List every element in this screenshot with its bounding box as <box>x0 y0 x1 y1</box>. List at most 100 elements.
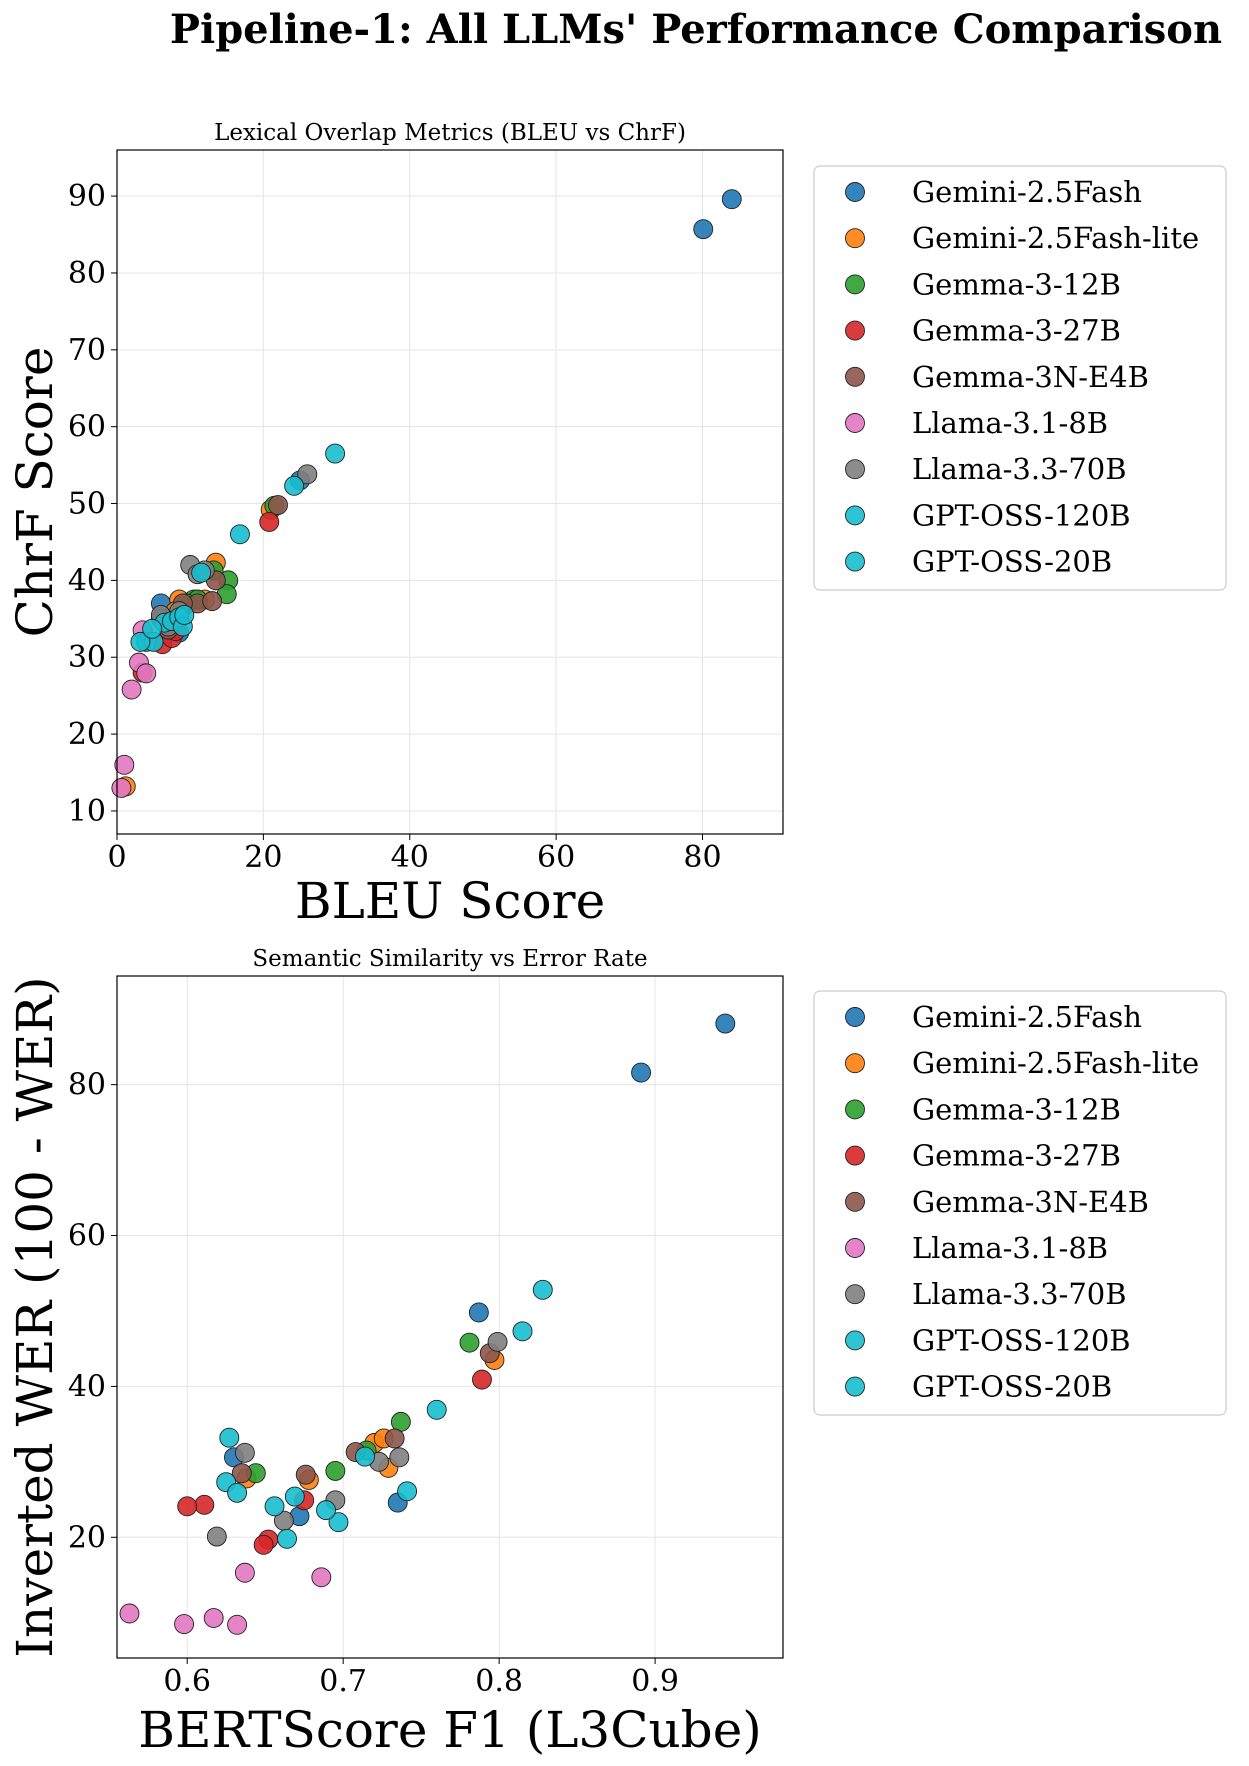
y-tick-label: 70 <box>68 333 106 368</box>
data-point <box>136 663 157 684</box>
data-point <box>277 1528 297 1549</box>
data-point <box>311 1567 332 1588</box>
y-tick-label: 20 <box>68 1520 106 1555</box>
y-tick-label: 80 <box>68 1068 106 1103</box>
legend-marker <box>845 1053 865 1074</box>
y-tick-label: 90 <box>68 179 106 214</box>
legend-label: Llama-3.1-8B <box>912 406 1108 440</box>
x-tick-label: 0.7 <box>319 1664 367 1699</box>
data-point <box>206 1526 227 1547</box>
y-tick-label: 50 <box>68 487 106 522</box>
data-point <box>119 1603 140 1624</box>
x-tick-label: 80 <box>683 840 721 875</box>
legend-marker <box>845 1238 865 1258</box>
legend-marker <box>845 1099 865 1120</box>
x-tick-label: 0.8 <box>475 1664 523 1699</box>
data-point <box>174 605 195 625</box>
data-point <box>259 512 280 532</box>
data-point <box>284 1486 305 1507</box>
legend-marker <box>845 182 865 202</box>
x-tick-label: 20 <box>244 840 282 875</box>
legend-marker <box>845 320 865 341</box>
legend-label: Gemini-2.5Fash-lite <box>912 1046 1199 1080</box>
y-tick-label: 60 <box>68 1219 106 1254</box>
x-tick-label: 0.6 <box>163 1664 211 1699</box>
data-point <box>142 618 163 639</box>
y-tick-label: 40 <box>68 1369 106 1404</box>
data-point <box>174 1614 195 1635</box>
legend-marker <box>845 1330 865 1351</box>
legend-marker <box>845 1145 865 1166</box>
data-point <box>390 1411 411 1432</box>
legend-marker <box>845 459 865 480</box>
x-axis-label: BLEU Score <box>295 872 605 930</box>
y-tick-label: 10 <box>68 794 106 829</box>
x-tick-label: 0 <box>107 840 126 875</box>
data-point <box>114 754 135 775</box>
data-point <box>227 1482 248 1503</box>
y-tick-label: 20 <box>68 717 106 752</box>
legend-marker <box>845 366 865 387</box>
legend-box <box>813 165 1227 591</box>
data-point <box>194 1494 215 1515</box>
legend-label: Gemini-2.5Fash-lite <box>912 221 1199 255</box>
data-point <box>325 1460 346 1481</box>
x-tick-label: 60 <box>537 840 575 875</box>
data-point <box>230 524 250 545</box>
data-point <box>459 1332 480 1353</box>
legend-label: Gemma-3-27B <box>912 314 1121 348</box>
data-point <box>468 1302 489 1323</box>
data-point <box>264 1496 285 1517</box>
legend-label: GPT-OSS-120B <box>912 1323 1131 1357</box>
data-point <box>532 1279 553 1300</box>
chart-1: 0 20 40 60 80 10 20 30 40 50 60 70 80 90 Lexical Overl… <box>6 120 1227 930</box>
legend-label: GPT-OSS-20B <box>912 545 1112 579</box>
legend: Gemini-2.5Fash Gemini-2.5Fash-lite Gemma-3… <box>813 990 1227 1416</box>
x-axis-label: BERTScore F1 (L3Cube) <box>138 1701 762 1759</box>
data-point <box>177 1496 198 1517</box>
legend-label: GPT-OSS-120B <box>912 498 1131 532</box>
legend: Gemini-2.5Fash Gemini-2.5Fash-lite Gemma-3… <box>813 165 1227 591</box>
y-tick-label: 80 <box>68 256 106 291</box>
chart-title: Semantic Similarity vs Error Rate <box>252 946 647 972</box>
legend-marker <box>845 505 865 526</box>
data-point <box>295 1464 316 1485</box>
chart-title: Lexical Overlap Metrics (BLEU vs ChrF) <box>214 120 686 146</box>
legend-marker <box>845 1376 865 1397</box>
data-point <box>426 1399 447 1420</box>
legend-label: Gemma-3N-E4B <box>912 1185 1149 1219</box>
legend-marker <box>845 1191 865 1212</box>
data-point <box>693 219 714 240</box>
data-point <box>234 1562 255 1583</box>
legend-label: Gemini-2.5Fash <box>912 175 1142 209</box>
data-point <box>472 1369 492 1390</box>
data-point <box>268 495 288 516</box>
y-tick-label: 60 <box>68 410 106 445</box>
legend-label: Llama-3.1-8B <box>912 1231 1108 1265</box>
legend-marker <box>845 413 865 433</box>
data-point <box>284 475 305 496</box>
page-title: Pipeline-1: All LLMs' Performance Compar… <box>169 6 1223 53</box>
data-point <box>715 1013 736 1034</box>
legend-box <box>813 990 1227 1416</box>
legend-marker <box>845 274 865 295</box>
data-point <box>297 464 318 485</box>
data-point <box>721 189 742 210</box>
y-tick-label: 40 <box>68 563 106 598</box>
data-point <box>631 1062 652 1083</box>
x-tick-label: 40 <box>391 840 429 875</box>
data-point <box>512 1321 533 1342</box>
y-tick-label: 30 <box>68 640 106 675</box>
data-point <box>328 1512 349 1533</box>
data-point <box>227 1614 248 1635</box>
legend-label: Gemma-3-27B <box>912 1139 1121 1173</box>
data-point <box>202 591 223 612</box>
data-point <box>325 443 346 464</box>
plot-frame <box>116 975 784 1659</box>
data-point <box>355 1446 375 1467</box>
legend-label: Llama-3.3-70B <box>912 1277 1127 1311</box>
legend-marker <box>845 1007 865 1027</box>
chart-2: 0.6 0.7 0.8 0.9 20 40 60 80 Semantic Similarity … <box>6 946 1227 1759</box>
legend-label: GPT-OSS-20B <box>912 1370 1112 1404</box>
